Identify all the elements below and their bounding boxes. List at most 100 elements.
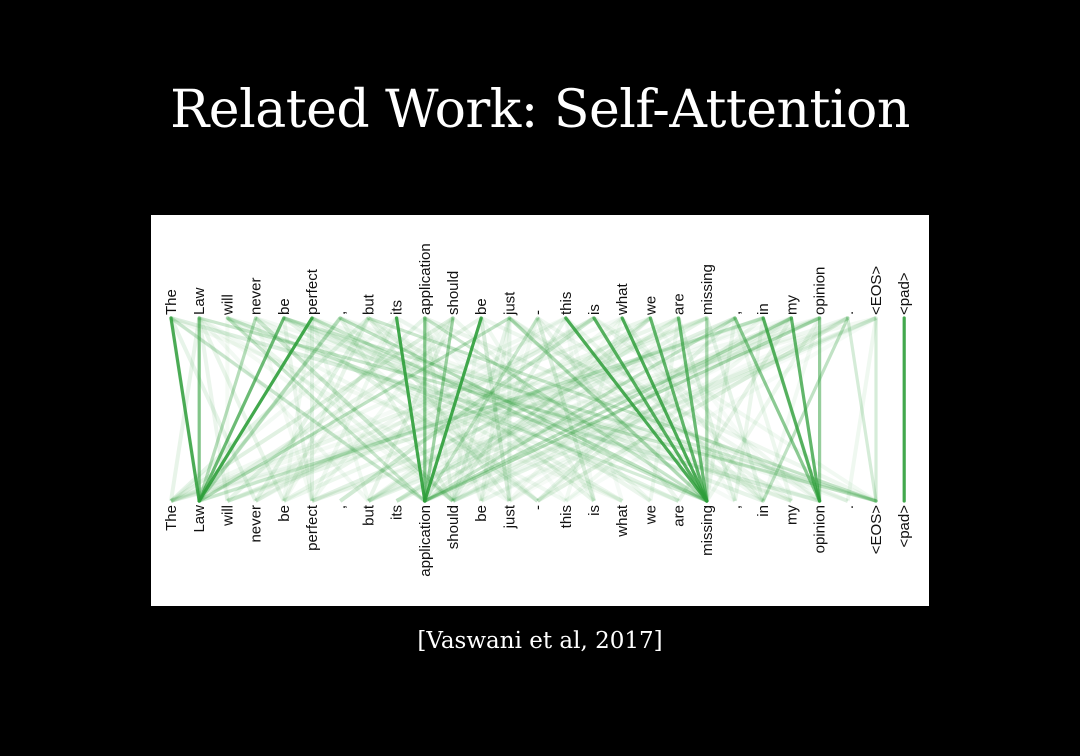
faint-attention-line [197, 317, 230, 502]
top-token-label: are [671, 293, 688, 315]
bottom-token-labels: The Law will never be perfect, but its applicati… [163, 504, 913, 577]
faint-attention-line [479, 316, 596, 503]
faint-attention-line [367, 316, 652, 503]
attention-link [789, 316, 822, 503]
faint-attention-line [226, 316, 567, 503]
top-token-label: should [445, 271, 462, 315]
faint-attention-line [451, 316, 652, 503]
faint-attention-line [282, 316, 680, 503]
faint-attention-line [169, 316, 398, 503]
faint-attention-line [226, 316, 877, 503]
faint-attention-line [367, 316, 596, 503]
faint-attention-line [311, 316, 736, 503]
top-token-label: we [642, 296, 659, 316]
faint-attention-line [479, 317, 540, 502]
attention-link [197, 316, 342, 503]
attention-link [423, 316, 540, 503]
top-token-label: what [614, 282, 631, 316]
bottom-token-label: The [163, 505, 180, 531]
faint-attention-line [283, 316, 793, 503]
faint-attention-line [451, 317, 512, 502]
faint-attention-line [676, 317, 737, 502]
attention-link [197, 316, 765, 503]
attention-link [733, 316, 822, 503]
attention-link [564, 316, 709, 503]
attention-diagram: The Law will never be perfect, but its applicati… [163, 243, 913, 577]
attention-link [366, 316, 878, 503]
bottom-token-label: is [586, 505, 603, 516]
attention-link [846, 316, 878, 503]
top-token-label: just [501, 291, 518, 316]
faint-attention-line [170, 316, 792, 503]
top-token-label: The [163, 289, 180, 315]
faint-attention-line [395, 316, 708, 503]
faint-attention-line [198, 316, 483, 503]
top-token-label: be [473, 298, 490, 315]
bottom-token-label: <pad> [896, 505, 913, 548]
faint-attention-line [648, 316, 793, 503]
faint-attention-line [395, 316, 680, 503]
top-token-label: perfect [304, 268, 321, 315]
faint-attention-line [170, 316, 877, 503]
faint-attention-line [845, 317, 878, 502]
bottom-token-label: never [248, 505, 265, 543]
faint-attention-line [198, 316, 764, 503]
attention-link [197, 316, 878, 503]
faint-attention-line [564, 316, 878, 503]
faint-attention-line [281, 317, 314, 502]
citation: [Vaswani et al, 2017] [417, 628, 663, 654]
bottom-token-label: my [783, 505, 800, 525]
faint-attention-line [254, 316, 624, 503]
faint-attention-line [451, 317, 540, 502]
bottom-token-label: missing [699, 505, 716, 556]
faint-attention-line [170, 316, 708, 503]
faint-attention-line [310, 316, 624, 503]
faint-attention-line [226, 316, 455, 503]
faint-attention-line [507, 316, 681, 503]
faint-attention-line [197, 316, 370, 503]
faint-attention-line [423, 316, 568, 503]
bottom-token-label: just [501, 504, 518, 529]
faint-attention-line [310, 317, 371, 502]
faint-attention-line [563, 317, 625, 502]
faint-attention-line [282, 316, 596, 503]
faint-attention-line [197, 316, 342, 503]
faint-attention-line [339, 316, 877, 503]
bottom-token-label: . [840, 505, 857, 509]
faint-attention-line [197, 316, 342, 503]
faint-attention-line [592, 316, 821, 503]
bottom-token-label: should [445, 505, 462, 549]
bottom-token-label: in [755, 505, 772, 517]
top-token-label: <EOS> [868, 266, 885, 315]
top-token-label: , [332, 311, 349, 315]
attention-link [225, 316, 709, 503]
attention-link [197, 316, 511, 503]
faint-attention-line [704, 317, 737, 502]
attention-link [197, 316, 314, 503]
faint-attention-line [198, 316, 511, 503]
bottom-token-label: , [727, 505, 744, 509]
attention-link [197, 316, 286, 503]
faint-attention-line [592, 316, 878, 503]
faint-attention-line [535, 317, 596, 502]
attention-link [620, 316, 709, 503]
top-token-label: Law [191, 287, 208, 315]
attention-link [310, 316, 709, 503]
top-token-label: . [840, 311, 857, 315]
attention-link [423, 316, 455, 503]
faint-attention-line [282, 316, 399, 503]
faint-attention-line [226, 316, 764, 503]
attention-figure: The Law will never be perfect, but its applicati… [151, 215, 929, 606]
faint-attention-line [394, 317, 484, 502]
bottom-token-label: <EOS> [868, 505, 885, 554]
faint-attention-line [282, 316, 680, 503]
top-token-label: my [783, 295, 800, 315]
attention-link [395, 316, 427, 503]
faint-attention-line [451, 317, 484, 502]
faint-attention-line [169, 316, 370, 503]
attention-link [648, 316, 709, 503]
top-token-label: never [248, 277, 265, 315]
faint-attention-line [311, 316, 849, 503]
top-token-label: be [276, 298, 293, 315]
faint-attention-line [479, 317, 512, 502]
